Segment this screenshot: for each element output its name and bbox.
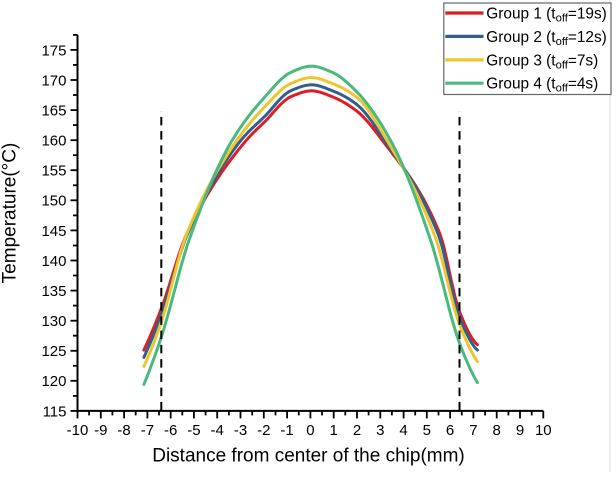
svg-text:150: 150 [41,193,66,210]
svg-text:Group 3 (toff=7s): Group 3 (toff=7s) [486,52,598,71]
svg-text:Temperature(°C): Temperature(°C) [0,143,21,284]
svg-text:-5: -5 [187,422,200,439]
svg-text:3: 3 [376,422,384,439]
svg-text:Group 4 (toff=4s): Group 4 (toff=4s) [486,76,598,95]
svg-text:-6: -6 [164,422,177,439]
svg-text:0: 0 [306,422,314,439]
svg-text:1: 1 [330,422,338,439]
svg-text:-10: -10 [67,422,89,439]
svg-text:-4: -4 [211,422,224,439]
svg-text:9: 9 [516,422,524,439]
svg-text:170: 170 [41,72,66,89]
svg-text:-9: -9 [94,422,107,439]
svg-text:Distance from center of the ch: Distance from center of the chip(mm) [152,446,465,467]
svg-text:-3: -3 [234,422,247,439]
svg-text:5: 5 [423,422,431,439]
svg-text:130: 130 [41,313,66,330]
svg-text:120: 120 [41,373,66,390]
svg-text:115: 115 [43,403,67,420]
svg-text:155: 155 [41,163,66,180]
svg-text:7: 7 [469,422,477,439]
svg-text:145: 145 [41,223,66,240]
svg-text:8: 8 [493,422,501,439]
svg-text:4: 4 [399,422,407,439]
svg-text:125: 125 [41,343,66,360]
svg-text:175: 175 [41,42,66,59]
svg-text:2: 2 [353,422,361,439]
svg-text:10: 10 [535,422,552,439]
svg-text:-1: -1 [280,422,293,439]
svg-text:Group 1 (toff=19s): Group 1 (toff=19s) [486,5,606,24]
svg-text:-8: -8 [117,422,130,439]
svg-text:135: 135 [41,283,66,300]
svg-text:6: 6 [446,422,454,439]
svg-text:165: 165 [41,103,66,120]
svg-text:160: 160 [41,133,66,150]
svg-text:140: 140 [41,253,66,270]
svg-text:-7: -7 [141,422,154,439]
svg-text:-2: -2 [257,422,270,439]
svg-text:Group 2 (toff=12s): Group 2 (toff=12s) [486,29,606,48]
